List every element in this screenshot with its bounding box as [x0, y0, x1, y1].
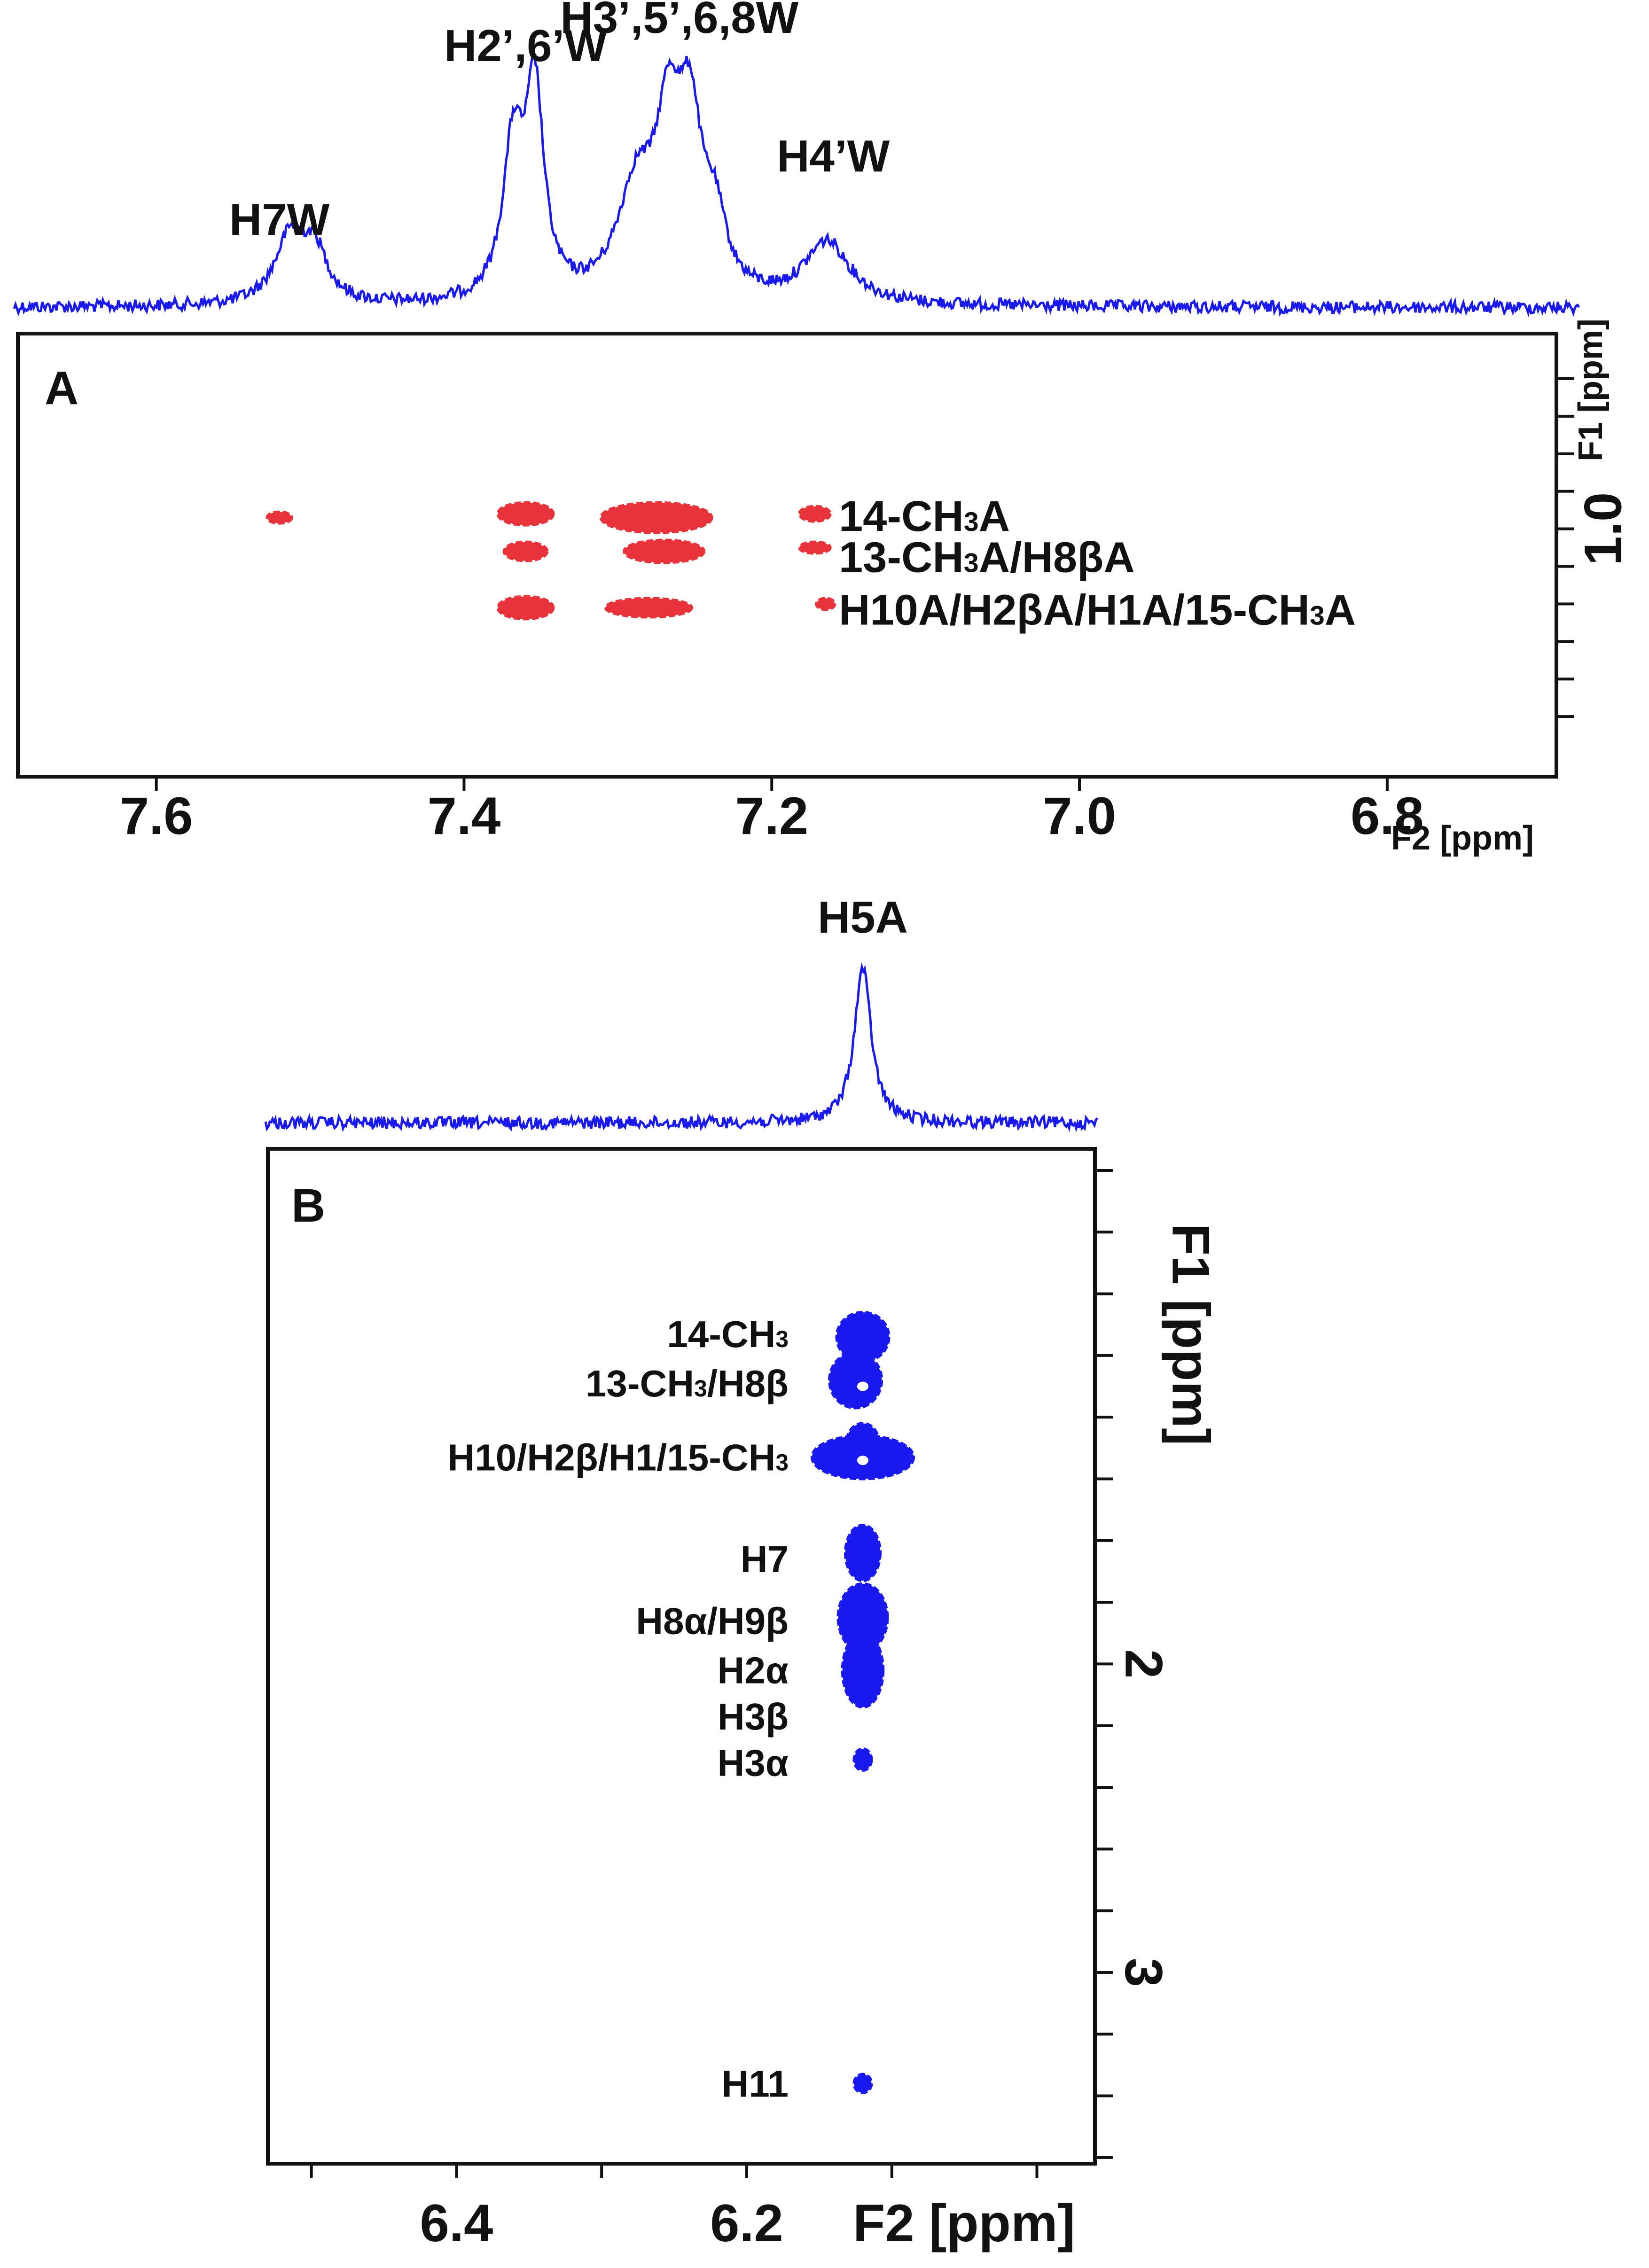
peak-label: H4’W	[777, 131, 890, 181]
cross-peak-annotation: 13-CH3A/H8βA	[839, 534, 1135, 582]
x-tick-label: 7.4	[428, 787, 501, 845]
cross-peak	[599, 501, 713, 534]
cross-peak	[844, 1523, 882, 1582]
cross-peak-annotation: H10A/H2βA/H1A/15-CH3A	[839, 586, 1356, 634]
peak-label: H3’,5’,6,8W	[560, 0, 798, 43]
cross-peak	[828, 1351, 883, 1410]
y-tick-label: 1.0	[1574, 492, 1633, 566]
x-tick-label: 7.0	[1043, 787, 1116, 845]
x-tick-label: 7.2	[735, 787, 808, 845]
cross-peak-annotation: 14-CH3A	[839, 492, 1010, 540]
peak-label: H5A	[818, 892, 908, 943]
cross-peak	[815, 597, 836, 611]
cross-peak-annotation: 14-CH3	[667, 1313, 789, 1355]
cross-peak-annotation: H3β	[718, 1696, 789, 1738]
cross-peak	[852, 2073, 873, 2094]
cross-peak-center	[855, 1380, 870, 1393]
cross-peak	[604, 597, 694, 619]
cross-peak-annotation: H10/H2β/H1/15-CH3	[447, 1437, 789, 1479]
x-axis-label: F2 [ppm]	[1391, 819, 1534, 857]
cross-peak	[852, 1747, 873, 1772]
panel-a: H7W H2’,6’WH3’,5’,6,8W H4’W 7.6 7.4 7.2 7.0 6.8…	[13, 0, 1633, 857]
x-axis-label: F2 [ppm]	[853, 2194, 1075, 2252]
cross-peak-annotation: H11	[722, 2063, 789, 2104]
peak-label: H2’,6’W	[444, 21, 607, 71]
y-tick-label: 2	[1114, 1649, 1173, 1678]
cross-peak	[496, 595, 555, 621]
cross-peak-annotation: 13-CH3/H8β	[586, 1363, 789, 1404]
x-tick-label: 7.6	[120, 787, 193, 845]
cross-peak	[841, 1631, 885, 1709]
peak-label: H7W	[229, 195, 330, 245]
cross-peak	[836, 1582, 889, 1653]
cross-peak	[496, 501, 555, 527]
y-axis-label: F1 [ppm]	[1161, 1224, 1220, 1446]
plot-frame	[16, 332, 1558, 779]
cross-peak-annotation: H2α	[718, 1650, 789, 1691]
cross-peak	[502, 540, 549, 562]
x-tick-label: 6.4	[420, 2194, 493, 2252]
panel-b: H5A 6.4 6.2 2 3 F2 [ppm] F1 [ppm] B 14-CH3 13-CH3…	[264, 892, 1220, 2252]
cross-peak	[798, 505, 832, 523]
panel-label: A	[45, 362, 78, 414]
cross-peak-annotation: H3α	[718, 1742, 789, 1784]
cross-peak-annotation: H8α/H9β	[636, 1600, 789, 1642]
x-tick-label: 6.8	[1351, 787, 1424, 845]
panel-label: B	[291, 1179, 325, 1232]
cross-peak	[622, 538, 706, 564]
plot-frame	[266, 1147, 1097, 2166]
cross-peak-center	[855, 1454, 870, 1467]
cross-peak	[266, 510, 293, 525]
projection-spectrum-line	[264, 962, 1098, 1132]
cross-peak	[798, 540, 832, 555]
cross-peak-annotation: H7	[741, 1538, 789, 1580]
y-tick-label: 3	[1114, 1958, 1173, 1987]
projection-spectrum-line	[13, 52, 1580, 318]
x-tick-label: 6.2	[710, 2194, 783, 2252]
y-axis-label: F1 [ppm]	[1572, 319, 1610, 461]
